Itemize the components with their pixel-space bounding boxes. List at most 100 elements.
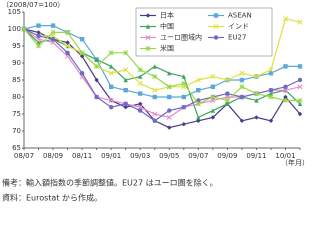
- marker: [254, 98, 259, 103]
- marker: [123, 105, 128, 110]
- marker: [145, 13, 151, 18]
- series: [21, 26, 303, 124]
- line: [23, 28, 300, 105]
- series: [21, 26, 303, 107]
- marker: [181, 105, 186, 110]
- marker: [196, 118, 201, 123]
- marker: [36, 40, 41, 45]
- marker: [123, 77, 128, 83]
- marker: [123, 88, 128, 93]
- x-tick-label: 08/11: [72, 152, 92, 160]
- marker: [138, 108, 143, 113]
- marker: [108, 70, 114, 76]
- line: [23, 25, 300, 98]
- marker: [167, 108, 172, 113]
- marker: [79, 50, 85, 56]
- marker: [108, 105, 114, 110]
- marker: [283, 64, 288, 69]
- y-tick-label: 100: [8, 25, 21, 33]
- marker: [239, 118, 245, 123]
- marker: [94, 94, 99, 100]
- legend-label: インド: [228, 23, 249, 31]
- marker: [21, 26, 27, 32]
- marker: [65, 50, 70, 55]
- x-tick-label: 10/01: [275, 152, 295, 160]
- marker: [94, 57, 99, 62]
- y-tick-label: 85: [12, 76, 21, 84]
- marker: [145, 24, 151, 29]
- series: [21, 23, 303, 100]
- marker: [196, 88, 201, 93]
- marker: [268, 67, 274, 73]
- marker: [297, 111, 303, 117]
- marker: [36, 43, 42, 49]
- marker: [36, 33, 41, 38]
- x-tick-label: 09/09: [217, 152, 237, 160]
- marker: [123, 50, 129, 56]
- marker: [181, 74, 186, 79]
- marker: [297, 19, 303, 25]
- marker: [138, 74, 143, 79]
- marker: [50, 29, 56, 35]
- marker: [213, 35, 219, 40]
- marker: [152, 94, 157, 100]
- marker: [239, 70, 245, 76]
- legend-label: 中国: [160, 22, 174, 31]
- marker: [65, 29, 71, 35]
- marker: [138, 101, 143, 106]
- marker: [137, 80, 143, 86]
- marker: [195, 77, 201, 83]
- marker: [225, 101, 230, 106]
- marker: [181, 94, 186, 100]
- marker: [167, 125, 172, 130]
- marker: [254, 115, 259, 120]
- marker: [94, 77, 99, 83]
- marker: [152, 64, 157, 69]
- marker: [239, 94, 245, 100]
- marker: [108, 97, 114, 103]
- x-tick-label: 09/07: [188, 152, 208, 160]
- marker: [79, 37, 85, 42]
- marker: [152, 111, 158, 117]
- marker: [297, 84, 303, 90]
- marker: [145, 45, 151, 52]
- legend-label: 日本: [160, 11, 174, 20]
- y-tick-label: 80: [12, 93, 21, 101]
- marker: [268, 91, 274, 96]
- marker: [79, 54, 85, 59]
- marker: [79, 71, 85, 76]
- line: [23, 18, 301, 91]
- marker: [152, 118, 157, 124]
- marker: [210, 84, 216, 89]
- marker: [108, 50, 114, 56]
- line: [23, 28, 301, 129]
- marker: [167, 71, 172, 76]
- x-tick-label: 09/05: [159, 152, 179, 160]
- marker: [195, 101, 201, 107]
- legend-label: ユーロ圏域内: [160, 33, 202, 42]
- marker: [268, 118, 274, 123]
- marker: [283, 84, 288, 90]
- marker: [50, 23, 56, 28]
- marker: [268, 71, 274, 76]
- marker: [253, 91, 259, 97]
- marker: [213, 23, 219, 30]
- marker: [297, 101, 303, 106]
- marker: [210, 108, 216, 113]
- marker: [152, 74, 158, 80]
- note: 備考：輸入額指数の季節調整値。EU27 はユーロ圏を除く。: [2, 178, 218, 188]
- marker: [213, 13, 219, 18]
- marker: [224, 97, 230, 103]
- marker: [282, 16, 289, 22]
- marker: [297, 97, 303, 103]
- legend-box: [135, 7, 273, 57]
- marker: [166, 84, 172, 90]
- marker: [50, 37, 56, 42]
- marker: [210, 74, 216, 80]
- marker: [181, 80, 187, 86]
- marker: [108, 64, 114, 69]
- marker: [167, 94, 172, 100]
- x-tick-label: 08/09: [43, 152, 63, 160]
- marker: [268, 94, 274, 100]
- marker: [224, 77, 230, 83]
